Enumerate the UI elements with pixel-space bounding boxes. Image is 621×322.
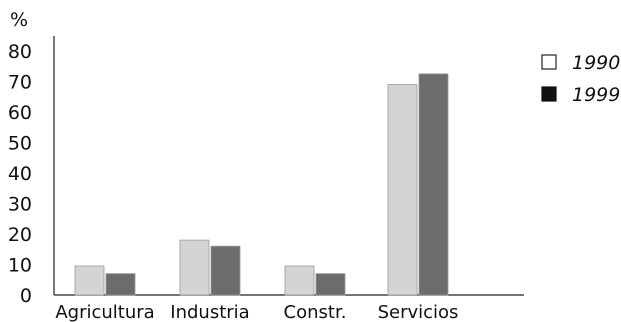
bar-1990-industria (179, 239, 210, 296)
category-labels: Agricultura Industria Constr. Servicios (55, 302, 458, 322)
legend-label-1999: 1999 (572, 84, 620, 106)
legend-swatch-1990 (541, 54, 557, 70)
y-tick-label: 70 (8, 72, 32, 94)
y-tick-label: 0 (20, 285, 32, 307)
x-category-label: Servicios (378, 302, 459, 322)
bar-1990-agricultura (74, 265, 105, 296)
x-category-label: Agricultura (55, 302, 154, 322)
y-unit-label: % (10, 9, 28, 31)
y-tick-label: 50 (8, 133, 32, 155)
y-tick-label: 20 (8, 224, 32, 246)
bar-1990-constr (284, 265, 315, 296)
bar-1999-constr (315, 273, 346, 296)
x-category-label: Industria (170, 302, 249, 322)
x-category-label: Constr. (284, 302, 347, 322)
y-tick-label: 60 (8, 102, 32, 124)
bar-1999-servicios (418, 73, 449, 296)
y-axis-ticks: 0 10 20 30 40 50 60 70 80 (8, 41, 32, 307)
y-tick-label: 10 (8, 255, 32, 277)
bar-1999-industria (210, 245, 241, 296)
bar-1999-agricultura (105, 273, 136, 296)
legend-swatch-1999 (541, 86, 557, 102)
bar-1990-servicios (387, 84, 418, 296)
y-tick-label: 40 (8, 163, 32, 185)
y-tick-label: 30 (8, 194, 32, 216)
y-tick-label: 80 (8, 41, 32, 63)
legend-label-1990: 1990 (572, 52, 620, 74)
bars-group (74, 73, 449, 296)
legend: 1990 1999 (541, 52, 620, 106)
